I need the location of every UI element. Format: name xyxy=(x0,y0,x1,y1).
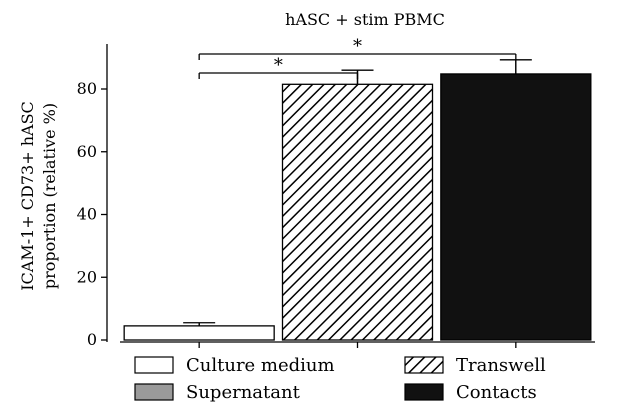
legend-label-2: Supernatant xyxy=(186,382,301,403)
legend-swatch-2 xyxy=(134,383,174,401)
y-axis-title-line-1: ICAM-1+ CD73+ hASC xyxy=(18,101,37,291)
chart-title: hASC + stim PBMC xyxy=(285,10,445,29)
y-tick-label-0: 0 xyxy=(87,330,97,349)
significance-star-0: * xyxy=(274,55,283,76)
legend-item-transwell: Transwell xyxy=(404,355,546,376)
bar-transwell xyxy=(281,83,434,341)
legend-swatch-0 xyxy=(134,356,174,374)
legend-label-0: Culture medium xyxy=(186,355,335,376)
legend-label-1: Transwell xyxy=(456,355,546,376)
y-tick-label-20: 20 xyxy=(77,267,97,286)
legend-item-culture-medium: Culture medium xyxy=(134,355,335,376)
significance-bracket-0: * xyxy=(198,55,359,79)
legend: Culture medium Transwell Supernatant Contac… xyxy=(134,355,546,403)
bar-contacts xyxy=(440,73,592,341)
legend-item-supernatant: Supernatant xyxy=(134,382,301,403)
legend-label-3: Contacts xyxy=(456,382,537,403)
y-tick-label-80: 80 xyxy=(77,79,97,98)
significance-star-1: * xyxy=(353,36,362,57)
y-axis-title: ICAM-1+ CD73+ hASC proportion (relative … xyxy=(18,101,59,291)
legend-swatch-1 xyxy=(404,356,444,374)
legend-item-contacts: Contacts xyxy=(404,382,537,403)
significance-bracket-1: * xyxy=(198,36,517,60)
y-tick-label-40: 40 xyxy=(77,205,97,224)
y-tick-label-60: 60 xyxy=(77,142,97,161)
plot-area: 0 20 40 60 80 * * xyxy=(77,36,595,349)
y-axis-title-line-2: proportion (relative %) xyxy=(40,103,59,289)
bar-culture-medium xyxy=(123,325,275,341)
legend-swatch-3 xyxy=(404,383,444,401)
